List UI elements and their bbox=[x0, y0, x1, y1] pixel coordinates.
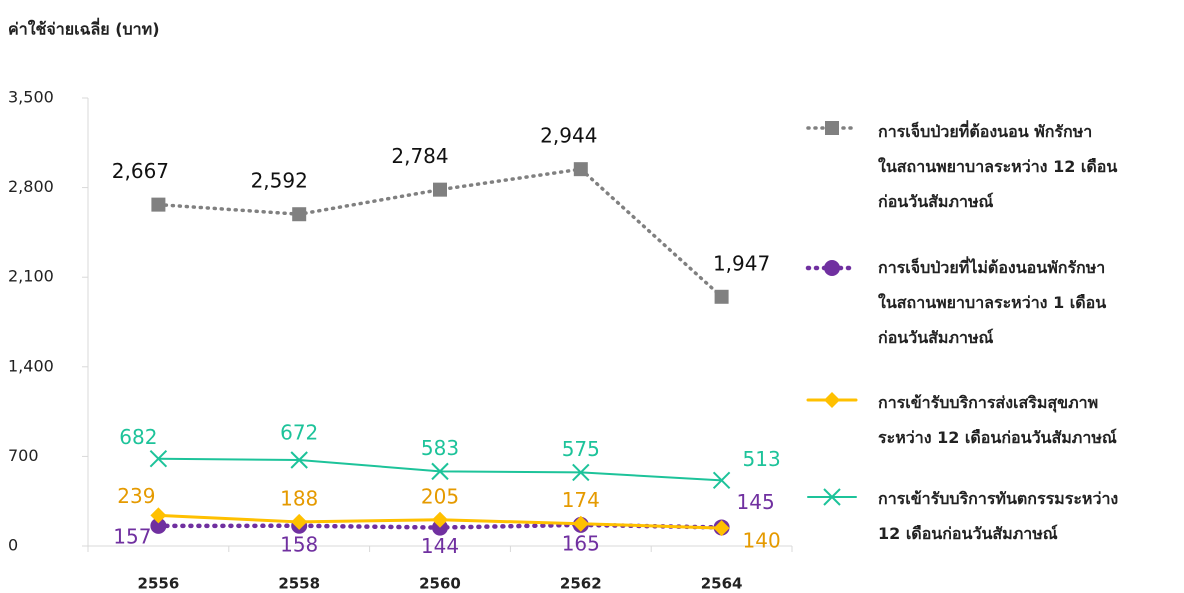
marker bbox=[823, 488, 841, 506]
data-label: 2,667 bbox=[112, 159, 169, 183]
marker bbox=[714, 289, 729, 304]
series-line bbox=[157, 457, 723, 482]
marker bbox=[150, 517, 167, 534]
marker bbox=[713, 520, 730, 537]
data-label: 2,944 bbox=[540, 124, 597, 148]
marker bbox=[712, 471, 731, 490]
x-tick-label: 2560 bbox=[419, 575, 461, 593]
x-tick-label: 2564 bbox=[701, 575, 743, 593]
legend-label: การเจ็บป่วยที่ไม่ต้องนอนพักรักษา ในสถานพ… bbox=[878, 258, 1107, 347]
data-label: 140 bbox=[743, 529, 781, 553]
data-label: 682 bbox=[119, 425, 157, 449]
data-label: 158 bbox=[280, 532, 318, 556]
marker bbox=[824, 260, 840, 276]
x-tick-label: 2558 bbox=[278, 575, 320, 593]
y-tick-label: 700 bbox=[8, 446, 39, 465]
y-tick-label: 0 bbox=[8, 536, 18, 555]
marker bbox=[825, 121, 839, 135]
marker bbox=[824, 392, 840, 408]
data-label: 157 bbox=[113, 524, 151, 548]
data-label: 1,947 bbox=[713, 251, 770, 275]
marker bbox=[573, 162, 588, 177]
x-tick-label: 2562 bbox=[560, 575, 602, 593]
data-label: 188 bbox=[280, 486, 318, 510]
marker bbox=[150, 507, 167, 524]
y-tick-label: 1,400 bbox=[8, 356, 54, 375]
y-tick-label: 2,100 bbox=[8, 267, 54, 286]
data-label: 583 bbox=[421, 436, 459, 460]
data-label: 2,592 bbox=[251, 169, 308, 193]
data-label: 144 bbox=[421, 534, 459, 558]
marker bbox=[290, 451, 308, 469]
data-label: 513 bbox=[743, 447, 781, 471]
data-label: 239 bbox=[117, 484, 155, 508]
legend-label: การเข้ารับบริการส่งเสริมสุขภาพ ระหว่าง 1… bbox=[878, 393, 1117, 447]
data-label: 205 bbox=[421, 484, 459, 508]
marker bbox=[149, 449, 168, 468]
marker bbox=[433, 182, 447, 197]
data-label: 145 bbox=[737, 490, 775, 514]
data-label: 2,784 bbox=[391, 144, 448, 168]
legend-label: การเข้ารับบริการทันตกรรมระหว่าง 12 เดือน… bbox=[878, 489, 1119, 543]
marker bbox=[572, 515, 589, 532]
data-label: 165 bbox=[562, 531, 600, 555]
y-axis-title: ค่าใช้จ่ายเฉลี่ย (บาท) bbox=[8, 18, 160, 39]
y-tick-label: 2,800 bbox=[8, 177, 54, 196]
y-tick-label: 3,500 bbox=[8, 88, 54, 107]
marker bbox=[291, 513, 308, 530]
data-label: 174 bbox=[562, 488, 600, 512]
data-label: 672 bbox=[280, 420, 318, 444]
x-tick-label: 2556 bbox=[138, 575, 180, 593]
marker bbox=[572, 463, 590, 482]
marker bbox=[432, 511, 448, 528]
marker bbox=[431, 462, 449, 481]
series-line bbox=[156, 167, 724, 299]
legend-label: การเจ็บป่วยที่ต้องนอน พักรักษา ในสถานพยา… bbox=[878, 122, 1118, 211]
data-label: 575 bbox=[562, 437, 600, 461]
marker bbox=[292, 207, 307, 222]
marker bbox=[151, 197, 166, 212]
